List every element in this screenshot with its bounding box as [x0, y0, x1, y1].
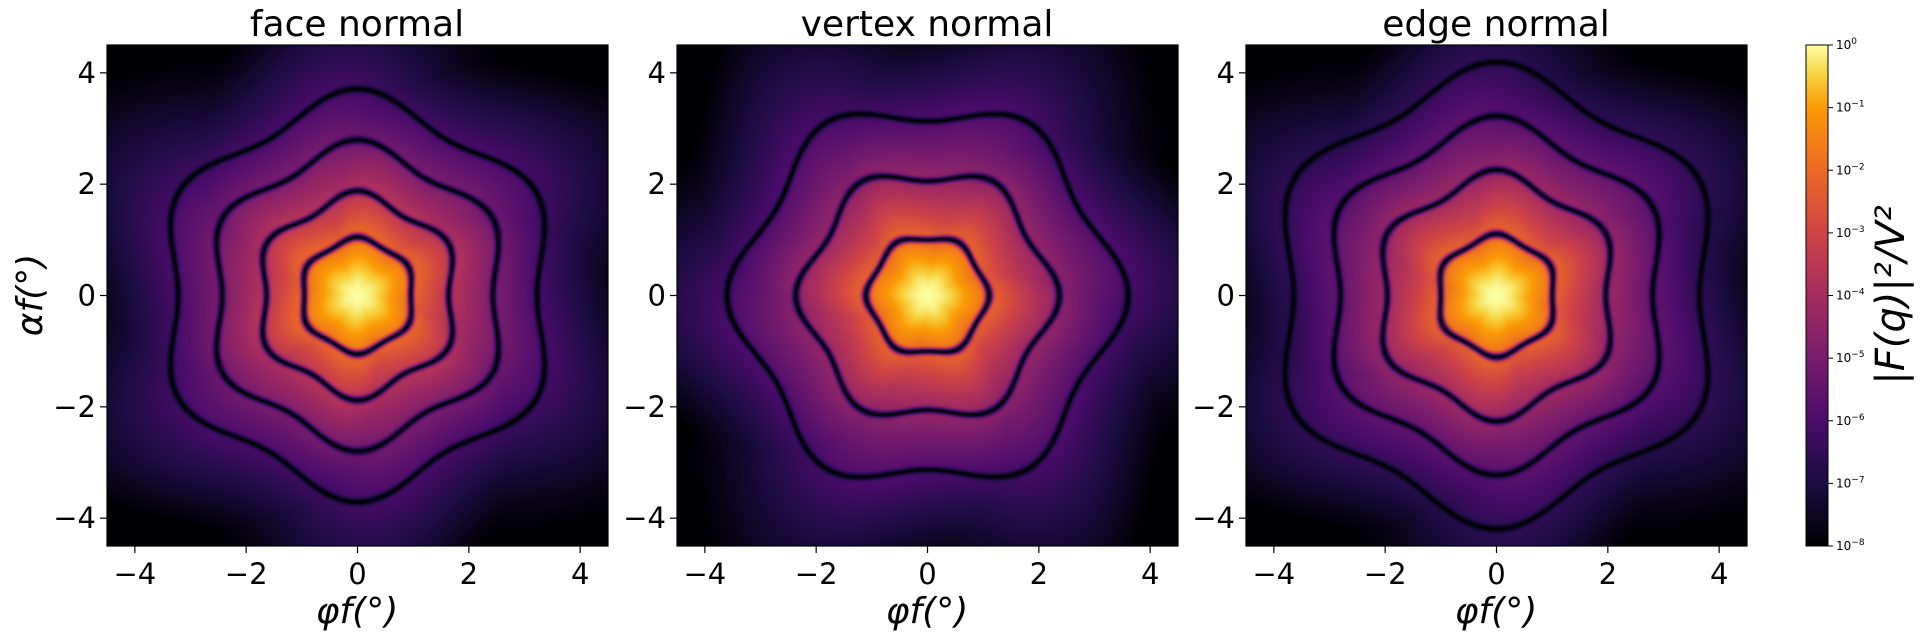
panel-face-normal: face normal −4 −2 0 2 4 −4 −2 0 2 4 φf(°) αf(°) — [10, 4, 609, 632]
colorbar-tick-label: 100 — [1836, 37, 1857, 52]
heatmap-face-normal — [107, 45, 608, 546]
y-ticks: −4 −2 0 2 4 — [623, 56, 677, 535]
colorbar-tick-label: 10−5 — [1836, 350, 1865, 365]
y-axis-label: αf(°) — [10, 254, 51, 337]
y-ticks: −4 −2 0 2 4 — [53, 56, 107, 535]
y-tick-label: 4 — [648, 56, 666, 90]
panel-title: face normal — [250, 4, 464, 45]
panel-title: edge normal — [1382, 4, 1610, 45]
x-tick-label: 4 — [571, 557, 589, 591]
x-tick-label: 2 — [1599, 557, 1617, 591]
y-tick-label: 4 — [78, 56, 96, 90]
x-tick-label: 2 — [460, 557, 478, 591]
colorbar-tick-label: 10−7 — [1836, 475, 1865, 490]
y-tick-label: 2 — [1217, 167, 1235, 201]
x-tick-label: 0 — [348, 557, 366, 591]
panel-vertex-normal: vertex normal −4 −2 0 2 4 −4 −2 0 2 4 φf(°) — [623, 4, 1179, 632]
colorbar-tick-label: 10−8 — [1836, 538, 1865, 553]
y-tick-label: −4 — [623, 501, 666, 535]
x-tick-label: 0 — [1487, 557, 1505, 591]
x-tick-label: 0 — [918, 557, 936, 591]
x-axis-label: φf(°) — [886, 591, 969, 632]
colorbar-tick-label: 10−1 — [1836, 100, 1865, 115]
colorbar-tick-label: 10−3 — [1836, 225, 1865, 240]
x-tick-label: −2 — [225, 557, 268, 591]
x-tick-label: −2 — [795, 557, 838, 591]
y-tick-label: 4 — [1217, 56, 1235, 90]
colorbar-tick-label: 10−4 — [1836, 288, 1865, 303]
y-tick-label: −2 — [53, 390, 96, 424]
colorbar-tick-label: 10−2 — [1836, 162, 1865, 177]
panel-edge-normal: edge normal −4 −2 0 2 4 −4 −2 0 2 4 φf(°) — [1192, 4, 1748, 632]
x-ticks: −4 −2 0 2 4 — [113, 546, 589, 591]
x-tick-label: −2 — [1364, 557, 1407, 591]
colorbar: 100 10−1 10−2 10−3 10−4 10−5 10−6 10−7 10−8 |F(q… — [1805, 37, 1914, 553]
x-axis-label: φf(°) — [316, 591, 399, 632]
colorbar-ticks: 100 10−1 10−2 10−3 10−4 10−5 10−6 10−7 10−8 — [1828, 37, 1865, 553]
x-ticks: −4 −2 0 2 4 — [1252, 546, 1728, 591]
x-ticks: −4 −2 0 2 4 — [683, 546, 1159, 591]
x-tick-label: −4 — [113, 557, 156, 591]
colorbar-label: |F(q)|²/V² — [1868, 205, 1914, 384]
y-tick-label: 0 — [78, 279, 96, 313]
x-tick-label: −4 — [1252, 557, 1295, 591]
x-tick-label: 4 — [1710, 557, 1728, 591]
x-tick-label: 4 — [1141, 557, 1159, 591]
x-tick-label: −4 — [683, 557, 726, 591]
y-tick-label: 2 — [648, 167, 666, 201]
heatmap-vertex-normal — [677, 45, 1178, 546]
y-tick-label: 0 — [1217, 279, 1235, 313]
x-tick-label: 2 — [1030, 557, 1048, 591]
y-tick-label: −2 — [623, 390, 666, 424]
x-axis-label: φf(°) — [1455, 591, 1538, 632]
colorbar-tick-label: 10−6 — [1836, 413, 1865, 428]
y-tick-label: −2 — [1192, 390, 1235, 424]
y-tick-label: 0 — [648, 279, 666, 313]
colorbar-gradient — [1805, 44, 1829, 547]
y-tick-label: 2 — [78, 167, 96, 201]
y-tick-label: −4 — [1192, 501, 1235, 535]
panel-title: vertex normal — [801, 4, 1054, 45]
y-ticks: −4 −2 0 2 4 — [1192, 56, 1246, 535]
heatmap-edge-normal — [1246, 45, 1747, 546]
y-tick-label: −4 — [53, 501, 96, 535]
